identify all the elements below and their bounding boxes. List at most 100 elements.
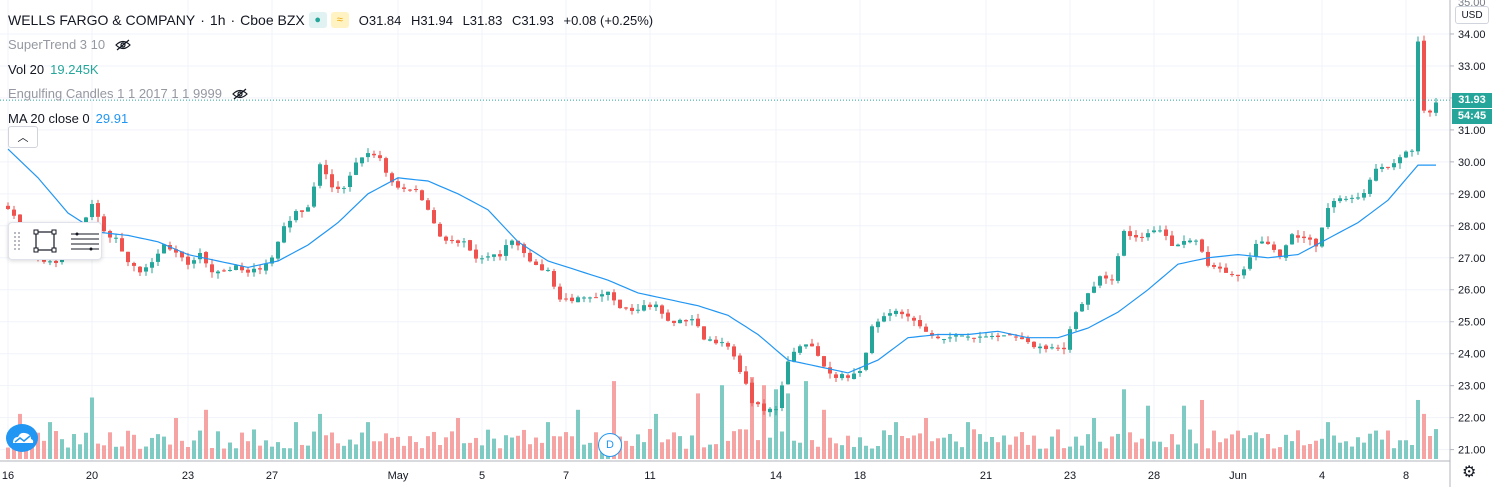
volume-bar xyxy=(798,442,802,459)
volume-bar xyxy=(1272,448,1276,459)
candle-body xyxy=(1230,274,1234,276)
candle-body xyxy=(1140,236,1144,238)
volume-bar xyxy=(1008,444,1012,459)
volume-bar xyxy=(1326,422,1330,459)
tradingview-cloud-icon[interactable] xyxy=(6,424,38,452)
eye-crossed-icon[interactable] xyxy=(232,88,248,100)
candle-body xyxy=(990,335,994,337)
candle-body xyxy=(312,186,316,207)
chart-legend: WELLS FARGO & COMPANY · 1h · Cboe BZX ● … xyxy=(8,8,659,131)
volume-bar xyxy=(504,435,508,459)
time-tick-label: 27 xyxy=(266,470,278,482)
candle-body xyxy=(678,319,682,324)
candle-body xyxy=(300,210,304,212)
candle-body xyxy=(486,256,490,258)
volume-bar xyxy=(240,432,244,459)
candle-body xyxy=(624,307,628,309)
indicator-label: Vol 20 xyxy=(8,61,45,77)
candle-body xyxy=(1188,240,1192,243)
time-tick-label: Jun xyxy=(1229,470,1247,482)
indicator-supertrend[interactable]: SuperTrend 3 10 xyxy=(8,33,659,58)
candle-body xyxy=(90,204,94,218)
candle-body xyxy=(1158,230,1162,232)
candle-body xyxy=(408,189,412,191)
candle-body xyxy=(852,373,856,380)
candle-body xyxy=(846,375,850,378)
indicator-ma[interactable]: MA 20 close 0 29.91 xyxy=(8,106,659,131)
candle-body xyxy=(480,258,484,260)
volume-bar xyxy=(120,446,124,459)
candle-body xyxy=(246,269,250,273)
rectangle-icon[interactable] xyxy=(31,227,59,255)
volume-bar xyxy=(1422,413,1426,459)
candle-body xyxy=(498,254,502,257)
candle-body xyxy=(294,211,298,221)
candle-body xyxy=(402,187,406,189)
volume-bar xyxy=(1302,445,1306,459)
horizontal-lines-icon[interactable] xyxy=(69,227,101,255)
gear-icon[interactable]: ⚙ xyxy=(1462,464,1477,481)
eye-crossed-icon[interactable] xyxy=(115,39,131,51)
volume-bar xyxy=(318,413,322,459)
candle-body xyxy=(1344,198,1348,200)
volume-bar xyxy=(258,445,262,459)
volume-bars xyxy=(6,377,1438,459)
volume-bar xyxy=(930,441,934,459)
price-tick-label: 25.00 xyxy=(1458,317,1486,329)
interval-label[interactable]: 1h xyxy=(209,12,226,29)
volume-bar xyxy=(564,432,568,459)
drag-handle[interactable] xyxy=(13,231,21,251)
price-tick-label: 26.00 xyxy=(1458,285,1486,297)
candle-body xyxy=(372,153,376,156)
volume-bar xyxy=(132,434,136,459)
indicator-engulfing[interactable]: Engulfing Candles 1 1 2017 1 1 9999 xyxy=(8,82,659,107)
volume-bar xyxy=(1152,441,1156,459)
candle-body xyxy=(1410,150,1414,152)
dividend-marker[interactable]: D xyxy=(598,433,622,457)
volume-bar xyxy=(300,444,304,459)
candlesticks xyxy=(6,35,1438,417)
price-tick-label: 28.00 xyxy=(1458,221,1486,233)
candle-body xyxy=(1050,347,1054,349)
volume-bar xyxy=(330,432,334,459)
indicator-volume[interactable]: Vol 20 19.245K xyxy=(8,57,659,82)
candle-body xyxy=(600,294,604,297)
candle-body xyxy=(1080,304,1084,312)
candle-body xyxy=(462,241,466,243)
volume-bar xyxy=(636,434,640,459)
symbol-name[interactable]: WELLS FARGO & COMPANY xyxy=(8,12,196,29)
volume-bar xyxy=(816,446,820,459)
volume-bar xyxy=(282,448,286,459)
volume-bar xyxy=(1350,446,1354,459)
price-axis[interactable]: 21.00 22.00 23.00 24.00 25.00 26.00 27.00 28.00… xyxy=(1449,0,1486,487)
candle-body xyxy=(1146,233,1150,238)
candle-body xyxy=(1332,200,1336,208)
volume-bar xyxy=(792,440,796,459)
volume-bar xyxy=(198,430,202,459)
candle-body xyxy=(726,342,730,347)
drawing-toolbox[interactable] xyxy=(8,222,102,260)
market-status-icon[interactable]: ● xyxy=(308,12,327,29)
candle-body xyxy=(594,297,598,299)
candle-body xyxy=(1266,241,1270,245)
time-axis[interactable]: 16 20 23 27 May 5 7 11 14 18 21 23 28 Jun 4 8 xyxy=(0,460,1450,482)
price-tick-label: 21.00 xyxy=(1458,445,1486,457)
high-value: H31.94 xyxy=(411,12,453,28)
volume-bar xyxy=(1284,434,1288,459)
candle-body xyxy=(492,254,496,257)
volume-bar xyxy=(690,435,694,459)
volume-bar xyxy=(984,441,988,459)
candle-body xyxy=(792,351,796,362)
candle-body xyxy=(936,336,940,339)
legend-main-row: WELLS FARGO & COMPANY · 1h · Cboe BZX ● … xyxy=(8,8,659,33)
volume-bar xyxy=(702,447,706,459)
chevron-up-icon[interactable]: ︿ xyxy=(8,126,38,148)
volume-bar xyxy=(666,439,670,459)
candle-body xyxy=(828,367,832,374)
data-delay-icon[interactable]: ≈ xyxy=(330,12,349,29)
volume-bar xyxy=(936,438,940,459)
currency-label[interactable]: USD xyxy=(1455,6,1489,24)
volume-bar xyxy=(894,422,898,459)
candle-body xyxy=(948,337,952,339)
